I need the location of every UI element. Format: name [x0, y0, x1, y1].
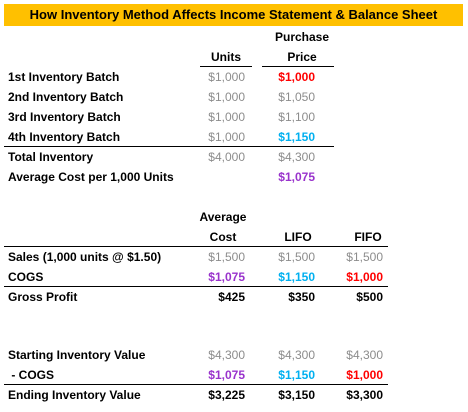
avg-value: $1,075 [208, 270, 245, 284]
row-label: Sales (1,000 units @ $1.50) [8, 250, 162, 264]
avg-value: $1,500 [208, 250, 245, 264]
header-cost: Cost [209, 230, 237, 244]
gross-fifo: $500 [356, 290, 383, 304]
avg-value: $4,300 [208, 348, 245, 362]
header-lifo: LIFO [284, 230, 312, 244]
fifo-value: $1,000 [346, 368, 383, 382]
header-units: Units [211, 50, 241, 64]
row-label: 2nd Inventory Batch [8, 90, 124, 104]
price-value: $1,150 [278, 130, 315, 144]
row-label: 3rd Inventory Batch [8, 110, 121, 124]
price-value: $1,100 [278, 110, 315, 124]
gross-avg: $425 [218, 290, 245, 304]
units-value: $1,000 [208, 130, 245, 144]
row-label: 1st Inventory Batch [8, 70, 120, 84]
header-average: Average [199, 210, 247, 224]
row-label: COGS [8, 270, 44, 284]
header-price: Price [287, 50, 317, 64]
ending-lifo: $3,150 [278, 388, 315, 402]
units-value: $1,000 [208, 110, 245, 124]
units-value: $1,000 [208, 70, 245, 84]
row-label: - COGS [8, 368, 55, 382]
lifo-value: $4,300 [278, 348, 315, 362]
header-purchase: Purchase [274, 30, 330, 44]
ending-fifo: $3,300 [346, 388, 383, 402]
lifo-value: $1,500 [278, 250, 315, 264]
lifo-value: $1,150 [278, 368, 315, 382]
gross-profit-label: Gross Profit [8, 290, 78, 304]
title-banner: How Inventory Method Affects Income Stat… [4, 4, 463, 26]
total-price: $4,300 [278, 150, 315, 164]
gross-lifo: $350 [288, 290, 315, 304]
price-value: $1,000 [278, 70, 315, 84]
header-fifo: FIFO [354, 230, 382, 244]
price-value: $1,050 [278, 90, 315, 104]
ending-inventory-label: Ending Inventory Value [8, 388, 141, 402]
ending-avg: $3,225 [208, 388, 245, 402]
row-label: 4th Inventory Batch [8, 130, 121, 144]
avg-cost-label: Average Cost per 1,000 Units [8, 170, 174, 184]
fifo-value: $4,300 [346, 348, 383, 362]
total-units: $4,000 [208, 150, 245, 164]
total-label: Total Inventory [8, 150, 94, 164]
units-value: $1,000 [208, 90, 245, 104]
fifo-value: $1,000 [346, 270, 383, 284]
fifo-value: $1,500 [346, 250, 383, 264]
row-label: Starting Inventory Value [8, 348, 146, 362]
lifo-value: $1,150 [278, 270, 315, 284]
avg-value: $1,075 [208, 368, 245, 382]
avg-cost-value: $1,075 [278, 170, 315, 184]
